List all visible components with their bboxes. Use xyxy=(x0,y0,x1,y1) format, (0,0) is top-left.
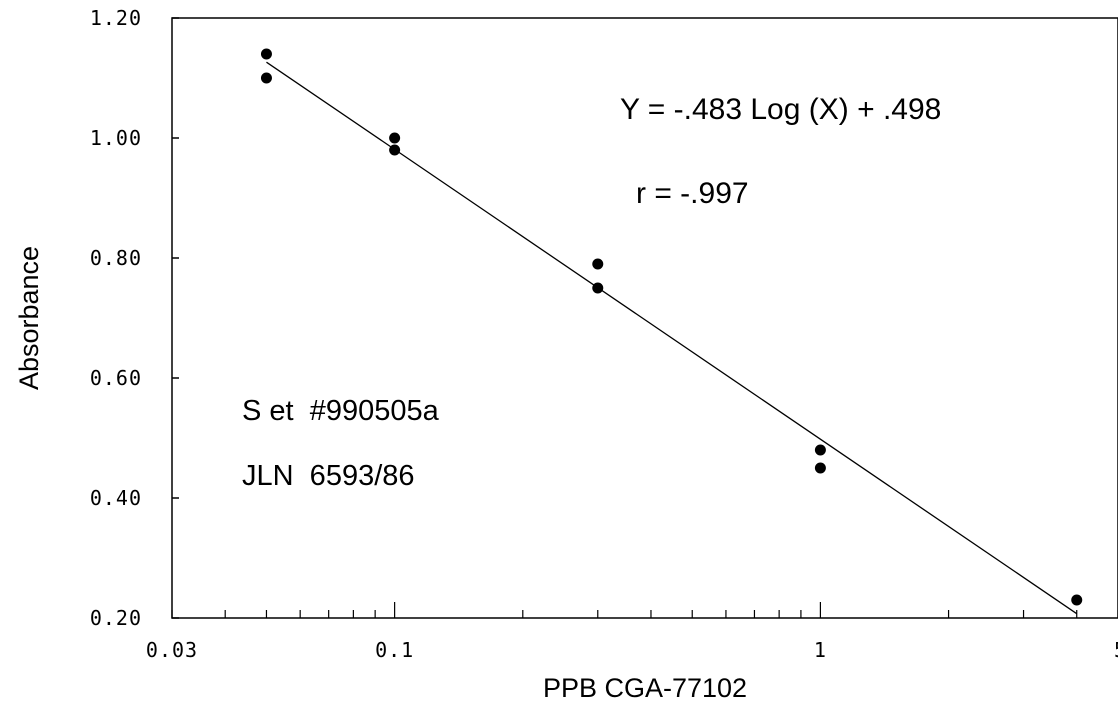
equation-annotation: Y = -.483 Log (X) + .498 xyxy=(620,93,941,126)
data-point xyxy=(592,258,604,270)
data-point xyxy=(389,144,401,156)
fit-line xyxy=(266,61,1078,615)
plot-area xyxy=(171,17,1118,619)
set-annotation: S et #990505a xyxy=(242,395,440,427)
correlation-annotation: r = -.997 xyxy=(636,177,749,210)
data-point xyxy=(814,462,826,474)
y-ticks: 1.20 1.00 0.80 0.60 0.40 0.20 xyxy=(90,6,179,630)
jln-annotation: JLN 6593/86 xyxy=(242,460,415,492)
x-tick-label: 0.1 xyxy=(375,638,414,662)
data-point xyxy=(260,48,272,60)
x-tick-label: 1 xyxy=(814,638,827,662)
y-tick-label: 0.20 xyxy=(90,606,142,630)
data-point xyxy=(814,444,826,456)
x-axis-title: PPB CGA-77102 xyxy=(543,673,747,703)
x-tick-label: 5 xyxy=(1114,638,1118,662)
y-tick-label: 1.20 xyxy=(90,6,142,30)
y-tick-label: 0.60 xyxy=(90,366,142,390)
y-tick-label: 0.80 xyxy=(90,246,142,270)
x-ticks: 0.03 0.1 1 5 xyxy=(146,638,1118,662)
data-point xyxy=(1071,594,1083,606)
y-axis-title: Absorbance xyxy=(14,246,44,390)
y-tick-label: 0.40 xyxy=(90,486,142,510)
x-minor-ticks xyxy=(171,602,1118,618)
y-tick-label: 1.00 xyxy=(90,126,142,150)
data-point xyxy=(389,132,401,144)
x-tick-label: 0.03 xyxy=(146,638,198,662)
data-point xyxy=(592,282,604,294)
data-point xyxy=(260,72,272,84)
data-points xyxy=(260,48,1083,606)
